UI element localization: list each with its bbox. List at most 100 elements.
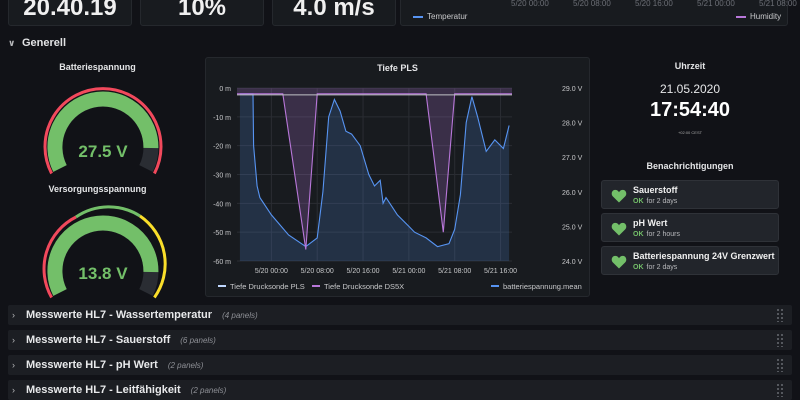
- top-x-tick: 5/20 16:00: [635, 0, 673, 8]
- y-left-tick-label: -30 m: [213, 173, 231, 180]
- heart-icon: [611, 222, 627, 236]
- alert-duration: for 2 days: [646, 198, 678, 205]
- row-title: Messwerte HL7 - Sauerstoff: [26, 334, 171, 346]
- tiefe-pls-chart: 0 m -10 m -20 m -30 m -40 m -50 m -60 m 29.0 V 2…: [213, 86, 583, 291]
- alert-state: OK: [633, 264, 644, 271]
- alert-card-ph-wert[interactable]: pH Wert OK for 2 hours: [601, 213, 779, 242]
- x-tick-label: 5/21 00:00: [392, 268, 425, 275]
- row-sauerstoff[interactable]: › Messwerte HL7 - Sauerstoff (6 panels): [8, 330, 792, 350]
- chevron-down-icon[interactable]: ∨: [8, 37, 16, 48]
- alert-name: pH Wert: [633, 218, 668, 228]
- alert-status: OK for 2 hours: [633, 231, 680, 238]
- x-tick-label: 5/21 08:00: [438, 268, 471, 275]
- gauge-value-versorgungsspannung: 13.8 V: [78, 264, 128, 283]
- x-tick-label: 5/21 16:00: [484, 268, 517, 275]
- legend-temperatur[interactable]: Temperatur: [413, 12, 467, 21]
- y-right-tick-label: 27.0 V: [562, 155, 583, 162]
- gauge-title-batteriespannung: Batteriespannung: [59, 62, 136, 72]
- row-title: Messwerte HL7 - Leitfähigkeit: [26, 384, 181, 396]
- y-left-tick-label: -60 m: [213, 259, 231, 266]
- clock-date: 21.05.2020: [659, 82, 721, 96]
- legend-label: batteriespannung.mean: [503, 282, 582, 291]
- heart-icon: [611, 189, 627, 203]
- row-leitfaehigkeit[interactable]: › Messwerte HL7 - Leitfähigkeit (2 panel…: [8, 380, 792, 400]
- series-area-tiefe-pls: [239, 93, 510, 261]
- stat-time-panel: 20.40.19: [8, 0, 132, 26]
- legend-label: Temperatur: [427, 12, 468, 21]
- legend-swatch: [413, 15, 423, 18]
- alert-status: OK for 2 days: [633, 264, 677, 271]
- y-right-tick-label: 28.0 V: [562, 121, 583, 128]
- drag-handle-icon[interactable]: [776, 358, 784, 372]
- legend-label: Tiefe Drucksonde PLS: [230, 282, 305, 291]
- alert-state: OK: [633, 198, 644, 205]
- alert-card-sauerstoff[interactable]: Sauerstoff OK for 2 days: [601, 180, 779, 209]
- row-panel-count: (2 panels): [167, 360, 204, 370]
- alert-status: OK for 2 days: [633, 198, 677, 205]
- row-ph-wert[interactable]: › Messwerte HL7 - pH Wert (2 panels): [8, 355, 792, 375]
- x-tick-label: 5/20 16:00: [346, 268, 379, 275]
- gauge-batteriespannung: [43, 87, 163, 175]
- drag-handle-icon[interactable]: [776, 333, 784, 347]
- alert-card-batteriespannung-grenzwert[interactable]: Batteriespannung 24V Grenzwert OK for 2 d…: [601, 246, 779, 275]
- gauge-value-arc: [47, 215, 159, 296]
- row-title: Generell: [22, 37, 67, 49]
- gauge-title-versorgungsspannung: Versorgungsspannung: [48, 184, 147, 194]
- legend-humidity[interactable]: Humidity: [736, 12, 781, 21]
- y-right-tick-label: 25.0 V: [562, 224, 583, 231]
- gauge-threshold-arc-red: [42, 215, 77, 299]
- legend-label: Tiefe Drucksonde DS5X: [324, 282, 404, 291]
- drag-handle-icon[interactable]: [776, 308, 784, 322]
- series-area-tiefe-ds5x: [237, 88, 512, 250]
- chevron-right-icon[interactable]: ›: [12, 310, 15, 320]
- top-x-tick: 5/21 08:00: [759, 0, 797, 8]
- x-tick-label: 5/20 00:00: [255, 268, 288, 275]
- heart-icon: [611, 255, 627, 269]
- row-panel-count: (6 panels): [180, 335, 216, 345]
- clock-timezone: +02:00 CEST: [677, 130, 703, 135]
- alert-duration: for 2 days: [646, 264, 678, 271]
- y-right-tick-label: 24.0 V: [562, 259, 583, 266]
- x-tick-label: 5/20 08:00: [301, 268, 334, 275]
- row-panel-count: (2 panels): [190, 385, 227, 395]
- alert-name: Sauerstoff: [633, 185, 678, 195]
- y-left-tick-label: -10 m: [213, 115, 231, 122]
- stat-speed-panel: 4.0 m/s: [272, 0, 396, 26]
- gauge-threshold-arc-yellow: [139, 214, 167, 299]
- chevron-right-icon[interactable]: ›: [12, 385, 15, 395]
- top-x-tick: 5/21 00:00: [697, 0, 735, 8]
- top-x-ticks: 5/20 00:00 5/20 08:00 5/20 16:00 5/21 00:00…: [511, 0, 800, 8]
- row-title: Messwerte HL7 - Wassertemperatur: [26, 309, 213, 321]
- top-x-tick: 5/20 08:00: [573, 0, 611, 8]
- y-left-tick-label: 0 m: [219, 86, 231, 93]
- row-wassertemperatur[interactable]: › Messwerte HL7 - Wassertemperatur (4 pa…: [8, 305, 792, 325]
- row-header-generell[interactable]: ∨ Generell: [8, 37, 66, 49]
- chevron-right-icon[interactable]: ›: [12, 335, 15, 345]
- temperature-humidity-panel: 5/20 00:00 5/20 08:00 5/20 16:00 5/21 00:00…: [400, 0, 797, 26]
- top-x-tick: 5/20 00:00: [511, 0, 549, 8]
- gauge-value-batteriespannung: 27.5 V: [78, 142, 128, 161]
- y-right-tick-label: 26.0 V: [562, 190, 583, 197]
- clock-title: Uhrzeit: [674, 61, 706, 71]
- alert-name: Batteriespannung 24V Grenzwert: [633, 251, 775, 261]
- stat-speed-value: 4.0 m/s: [293, 0, 375, 21]
- graph-panel-tiefe-pls: Tiefe PLS 0 m -10 m -20 m -30 m -40 m -50 m -6…: [205, 57, 590, 297]
- legend-label: Humidity: [750, 12, 782, 21]
- y-left-tick-label: -50 m: [213, 230, 231, 237]
- row-title: Messwerte HL7 - pH Wert: [26, 359, 158, 371]
- gauge-value-arc: [47, 91, 159, 172]
- chevron-right-icon[interactable]: ›: [12, 360, 15, 370]
- alert-state: OK: [633, 231, 644, 238]
- row-panel-count: (4 panels): [222, 310, 258, 320]
- stat-time-value: 20.40.19: [23, 0, 117, 21]
- legend-swatch: [736, 15, 746, 18]
- series-line-tiefe-pls: [239, 93, 510, 248]
- gauge-threshold-arc: [43, 87, 163, 175]
- gauge-threshold-arc-green: [75, 205, 141, 219]
- clock-time: 17:54:40: [649, 99, 731, 121]
- series-line-tiefe-ds5x: [237, 93, 512, 250]
- notifications-title: Benachrichtigungen: [646, 161, 734, 171]
- drag-handle-icon[interactable]: [776, 383, 784, 397]
- graph-title: Tiefe PLS: [377, 63, 418, 73]
- y-left-tick-label: -40 m: [213, 201, 231, 208]
